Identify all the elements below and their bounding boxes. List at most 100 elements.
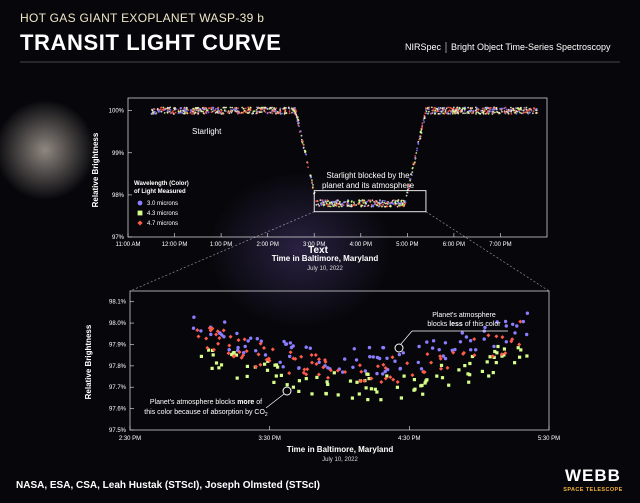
chart2-point-4-7-microns xyxy=(343,370,348,374)
chart2-point-4-3-microns xyxy=(447,383,451,387)
chart1-data-point xyxy=(506,109,509,112)
chart1-data-point xyxy=(309,174,312,177)
chart1-data-point xyxy=(159,108,162,111)
chart2-point-4-7-microns xyxy=(226,351,231,356)
chart2-point-3-0-microns xyxy=(363,369,367,373)
chart2-point-3-0-microns xyxy=(282,339,286,344)
chart2-point-3-0-microns xyxy=(513,331,517,335)
chart2-point-4-3-microns xyxy=(366,398,370,402)
chart1-data-point xyxy=(291,111,294,114)
chart2-point-4-3-microns xyxy=(513,361,517,365)
chart1-x-sublabel: July 10, 2022 xyxy=(307,266,343,272)
chart1-data-point xyxy=(363,199,365,202)
chart1-data-point xyxy=(456,106,459,109)
chart1-data-point xyxy=(192,107,195,110)
chart1-data-point xyxy=(530,109,533,112)
blocked-annotation-line2: planet and its atmosphere xyxy=(322,181,415,190)
chart2-point-4-3-microns xyxy=(355,380,359,384)
chart1-data-point xyxy=(381,199,384,202)
chart2-point-4-7-microns xyxy=(494,334,499,339)
chart1-data-point xyxy=(323,204,325,206)
chart2-point-4-7-microns xyxy=(310,360,314,365)
chart1-data-point xyxy=(269,106,272,109)
chart2-point-4-7-microns xyxy=(195,328,200,333)
chart1-data-point xyxy=(153,108,156,110)
chart2-point-4-3-microns xyxy=(518,355,522,359)
chart2-point-3-0-microns xyxy=(393,359,397,363)
chart2-point-3-0-microns xyxy=(425,340,429,344)
chart1-data-point xyxy=(205,109,208,112)
chart2-point-4-3-microns xyxy=(468,373,472,377)
chart2-point-4-3-microns xyxy=(315,375,319,379)
chart2-point-3-0-microns xyxy=(341,370,345,374)
chart1-data-point xyxy=(364,205,367,207)
chart2-point-3-0-microns xyxy=(222,335,226,339)
chart2-point-4-3-microns xyxy=(332,371,336,375)
chart2-point-3-0-microns xyxy=(308,346,312,350)
chart1-data-point xyxy=(297,122,300,124)
chart2-point-4-3-microns xyxy=(350,396,354,400)
chart1-data-point xyxy=(514,107,517,109)
chart1-data-point xyxy=(197,106,200,109)
chart2-point-4-7-microns xyxy=(313,353,318,357)
chart1-data-point xyxy=(406,191,408,194)
legend-marker-4-3 xyxy=(137,210,143,216)
chart1-data-point xyxy=(471,107,474,109)
chart1-data-point xyxy=(507,108,510,111)
chart2-point-4-7-microns xyxy=(211,347,216,352)
chart1-data-point xyxy=(228,110,231,113)
chart1-data-point xyxy=(373,201,375,203)
chart1-data-point xyxy=(495,107,498,109)
chart1-data-point xyxy=(163,112,166,114)
chart1-data-point xyxy=(244,107,247,110)
chart2-point-3-0-microns xyxy=(437,348,441,352)
chart2-point-3-0-microns xyxy=(375,371,379,376)
chart1-data-point xyxy=(279,107,282,110)
chart1-data-point xyxy=(187,109,190,111)
chart1-data-point xyxy=(487,112,490,115)
chart1-data-point xyxy=(384,205,387,208)
chart1-data-point xyxy=(329,205,332,208)
chart2-point-4-7-microns xyxy=(205,345,210,350)
chart1-data-point xyxy=(532,110,535,113)
chart2-point-3-0-microns xyxy=(297,366,301,370)
chart2-point-4-3-microns xyxy=(423,381,427,385)
chart1-data-point xyxy=(437,106,440,109)
chart1-data-point xyxy=(416,147,418,150)
chart2-y-axis: 97.5% 97.6% 97.7% 97.8% 97.9% 98.0% 98.1% xyxy=(109,300,134,434)
chart1-data-point xyxy=(153,112,156,115)
chart2-point-4-3-microns xyxy=(231,351,235,355)
legend-title-line2: of Light Measured xyxy=(134,189,186,195)
chart2-point-4-3-microns xyxy=(365,372,369,376)
chart1-data-point xyxy=(526,110,529,112)
chart2-point-3-0-microns xyxy=(504,340,508,344)
chart1-data-point xyxy=(284,112,286,115)
chart2-point-4-3-microns xyxy=(326,382,330,386)
chart1-data-point xyxy=(475,113,477,115)
chart2-point-4-7-microns xyxy=(299,354,304,359)
chart2-point-3-0-microns xyxy=(503,319,508,324)
chart1-data-point xyxy=(260,106,263,109)
chart2-point-4-3-microns xyxy=(265,368,270,372)
chart1-data-point xyxy=(428,110,430,113)
chart2-point-4-7-microns xyxy=(359,369,364,374)
chart1-data-point xyxy=(358,201,361,204)
chart1-data-point xyxy=(271,112,274,115)
chart1-data-point xyxy=(303,149,306,152)
chart1-data-point xyxy=(377,205,380,208)
chart1-data-point xyxy=(260,108,263,110)
chart2-point-3-0-microns xyxy=(525,311,530,315)
chart1-data-point xyxy=(263,110,266,112)
chart1-data-point xyxy=(225,110,227,113)
chart1-data-point xyxy=(417,143,420,145)
chart1-data-point xyxy=(496,111,498,113)
chart2-point-4-7-microns xyxy=(429,360,434,365)
chart1-data-point xyxy=(298,131,301,133)
chart2-point-4-3-microns xyxy=(421,392,425,396)
chart1-data-point xyxy=(481,107,484,110)
chart2-point-4-3-microns xyxy=(373,387,377,391)
chart1-data-point xyxy=(253,110,256,112)
chart1-data-point xyxy=(434,109,437,112)
chart1-data-point xyxy=(408,184,411,187)
chart1-data-point xyxy=(340,205,343,208)
